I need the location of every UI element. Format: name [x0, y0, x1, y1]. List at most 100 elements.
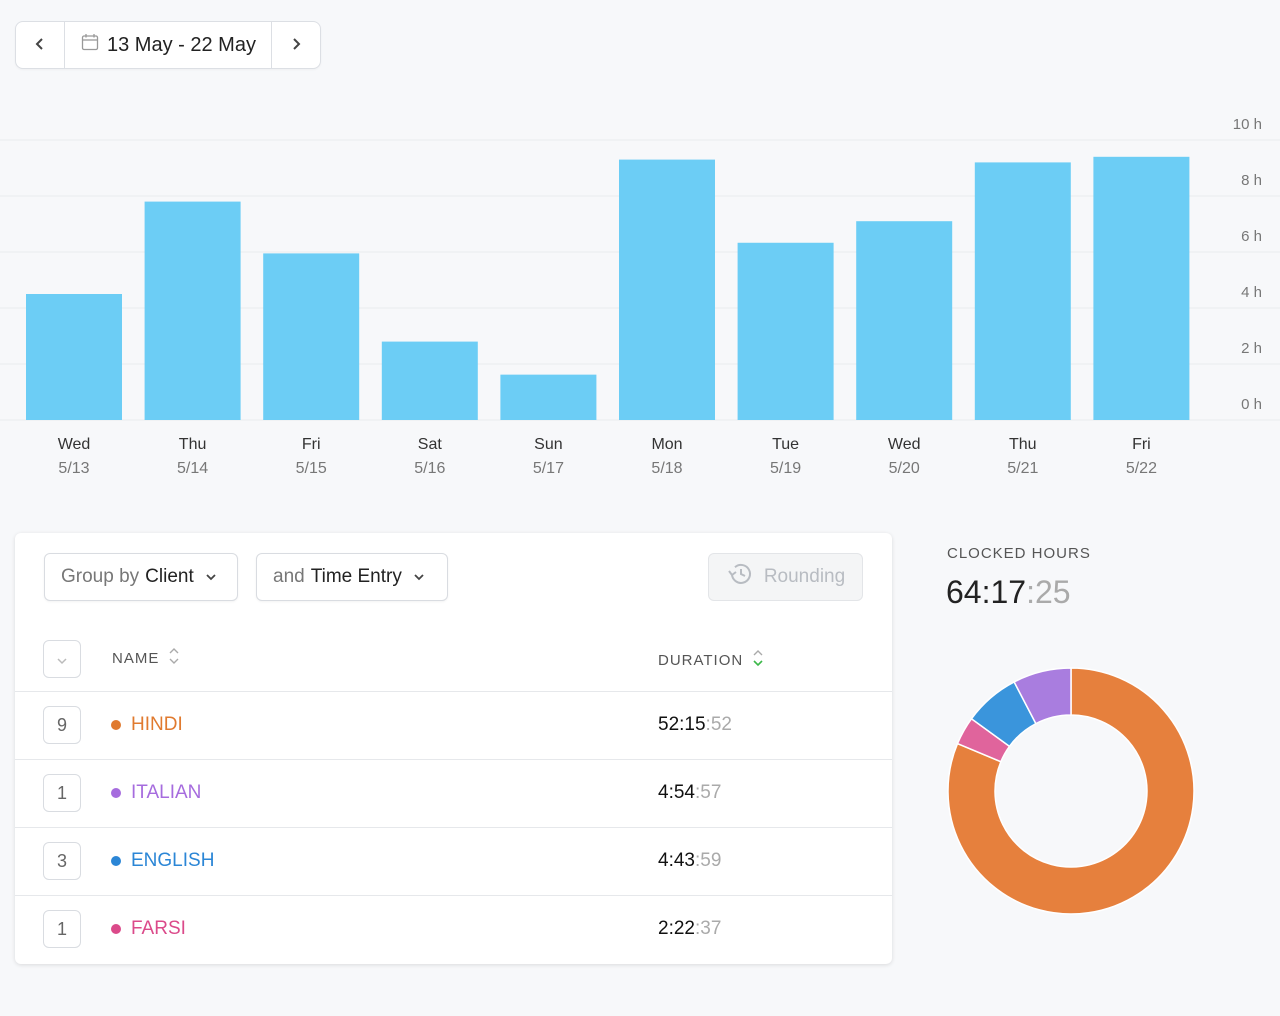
- hours-bar-chart: 0 h 2 h 4 h 6 h 8 h 10 h Wed 5/13 Thu 5/14 Fri 5/15…: [0, 116, 1280, 477]
- rounding-button[interactable]: Rounding: [708, 553, 863, 601]
- x-date-label: 5/17: [533, 460, 564, 477]
- bar-5/18: [619, 159, 715, 420]
- sort-icon: [169, 647, 179, 669]
- duration-header-label: DURATION: [658, 651, 744, 669]
- duration-value: 52:15:52: [658, 691, 732, 759]
- duration-seconds: :59: [694, 850, 722, 871]
- client-name-label: FARSI: [131, 918, 186, 939]
- x-day-label: Fri: [1132, 436, 1151, 453]
- x-date-label: 5/18: [651, 460, 682, 477]
- table-row[interactable]: 9 HINDI 52:15:52: [15, 691, 892, 760]
- client-name[interactable]: ENGLISH: [111, 827, 214, 895]
- x-day-label: Fri: [302, 436, 321, 453]
- client-name[interactable]: HINDI: [111, 691, 183, 759]
- bar-5/17: [500, 374, 597, 420]
- table-row[interactable]: 1 ITALIAN 4:54:57: [15, 759, 892, 828]
- bar-5/22: [1093, 156, 1190, 421]
- table-header: NAME DURATION: [15, 625, 892, 692]
- x-date-label: 5/22: [1126, 460, 1157, 477]
- history-icon: [726, 562, 754, 592]
- y-tick-label: 10 h: [1233, 116, 1262, 133]
- client-color-dot: [111, 720, 121, 730]
- date-range-label: 13 May - 22 May: [107, 33, 256, 56]
- entry-count-badge[interactable]: 3: [43, 842, 81, 880]
- x-date-label: 5/21: [1007, 460, 1038, 477]
- entry-count-badge[interactable]: 1: [43, 910, 81, 948]
- group-by-value: Client: [145, 566, 194, 587]
- bar-5/15: [263, 253, 360, 420]
- client-name-label: ITALIAN: [131, 782, 202, 803]
- bar-5/21: [974, 162, 1071, 420]
- group-by-dropdown[interactable]: Group by Client: [44, 553, 238, 601]
- x-date-label: 5/16: [414, 460, 445, 477]
- duration-column-header[interactable]: DURATION: [658, 649, 763, 671]
- client-name[interactable]: ITALIAN: [111, 759, 201, 827]
- chevron-down-icon: [414, 570, 424, 584]
- clocked-hours-label: CLOCKED HOURS: [947, 545, 1091, 562]
- bar-5/19: [737, 242, 834, 420]
- date-range-button[interactable]: 13 May - 22 May: [64, 22, 272, 68]
- x-day-label: Tue: [772, 436, 799, 453]
- client-name-label: ENGLISH: [131, 850, 215, 871]
- report-table-panel: Group by Client and Time Entry Rounding …: [15, 533, 892, 964]
- duration-value: 4:43:59: [658, 827, 721, 895]
- then-by-prefix: and: [273, 566, 305, 587]
- expand-all-toggle[interactable]: [43, 640, 81, 678]
- clocked-hours-main: 64:17: [946, 574, 1027, 610]
- x-date-label: 5/13: [58, 460, 89, 477]
- bar-5/16: [381, 341, 478, 420]
- donut-slice-italian[interactable]: [1013, 667, 1072, 725]
- then-by-dropdown[interactable]: and Time Entry: [256, 553, 448, 601]
- clocked-hours-seconds: :25: [1026, 574, 1071, 610]
- bar-5/14: [144, 201, 241, 420]
- duration-main: 52:15: [658, 714, 706, 735]
- y-tick-label: 0 h: [1241, 396, 1262, 413]
- entry-count-badge[interactable]: 1: [43, 774, 81, 812]
- y-tick-label: 8 h: [1241, 172, 1262, 189]
- group-by-prefix: Group by: [61, 566, 140, 587]
- client-name-label: HINDI: [131, 714, 183, 735]
- chevron-down-icon: [57, 649, 67, 670]
- name-header-label: NAME: [112, 649, 160, 667]
- duration-value: 2:22:37: [658, 895, 721, 963]
- x-day-label: Wed: [58, 436, 91, 453]
- chevron-down-icon: [206, 570, 216, 584]
- duration-main: 2:22: [658, 918, 695, 939]
- prev-range-button[interactable]: [16, 22, 64, 68]
- x-date-label: 5/14: [177, 460, 208, 477]
- duration-seconds: :57: [694, 782, 722, 803]
- client-color-dot: [111, 924, 121, 934]
- duration-value: 4:54:57: [658, 759, 721, 827]
- bar-5/20: [856, 221, 953, 420]
- duration-main: 4:54: [658, 782, 695, 803]
- client-name[interactable]: FARSI: [111, 895, 186, 963]
- duration-seconds: :37: [694, 918, 722, 939]
- x-date-label: 5/19: [770, 460, 801, 477]
- table-row[interactable]: 1 FARSI 2:22:37: [15, 895, 892, 963]
- next-range-button[interactable]: [272, 22, 320, 68]
- chevron-right-icon: [290, 35, 302, 56]
- client-color-dot: [111, 856, 121, 866]
- x-date-label: 5/20: [889, 460, 920, 477]
- date-range-picker: 13 May - 22 May: [15, 21, 321, 69]
- y-tick-label: 6 h: [1241, 228, 1262, 245]
- x-day-label: Sat: [418, 436, 443, 453]
- x-day-label: Thu: [1009, 436, 1037, 453]
- chevron-left-icon: [34, 35, 46, 56]
- duration-main: 4:43: [658, 850, 695, 871]
- name-column-header[interactable]: NAME: [112, 647, 179, 669]
- bar-5/13: [26, 294, 122, 420]
- client-donut-chart: [947, 667, 1195, 915]
- sort-active-icon: [753, 649, 763, 671]
- x-day-label: Mon: [651, 436, 682, 453]
- x-day-label: Sun: [534, 436, 562, 453]
- entry-count-badge[interactable]: 9: [43, 706, 81, 744]
- donut-slice-hindi[interactable]: [947, 667, 1195, 915]
- calendar-icon: [81, 33, 99, 57]
- x-day-label: Wed: [888, 436, 921, 453]
- y-tick-label: 4 h: [1241, 284, 1262, 301]
- then-by-value: Time Entry: [310, 566, 402, 587]
- table-row[interactable]: 3 ENGLISH 4:43:59: [15, 827, 892, 896]
- duration-seconds: :52: [705, 714, 732, 735]
- client-color-dot: [111, 788, 121, 798]
